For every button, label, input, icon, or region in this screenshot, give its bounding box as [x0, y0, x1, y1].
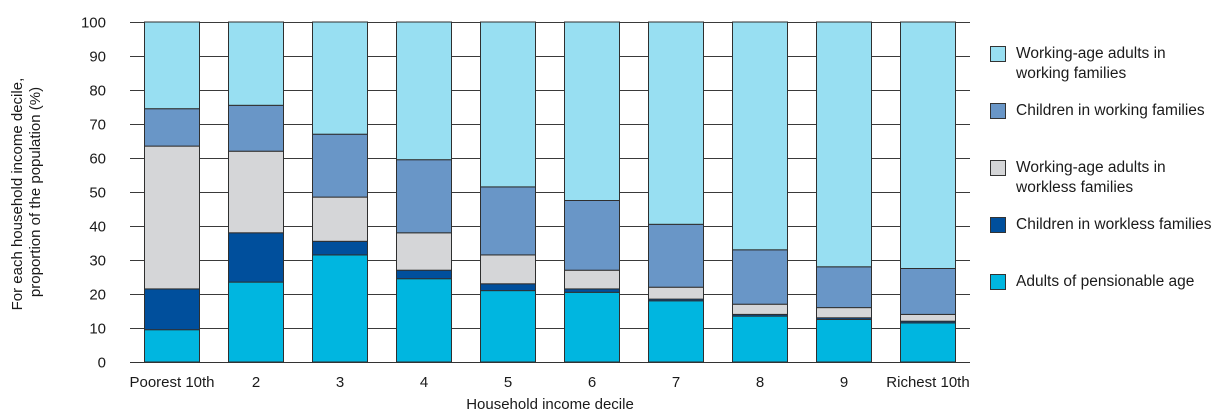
bar-segment [732, 21, 788, 251]
bar-segment [312, 133, 368, 198]
bar-segment [816, 319, 872, 363]
bar-segment [816, 266, 872, 309]
legend-item: Adults of pensionable age [990, 272, 1210, 329]
y-tick-label: 80 [89, 83, 106, 100]
x-tick-label: 2 [252, 374, 260, 391]
bar-segment [564, 291, 620, 363]
bar-segment [228, 150, 284, 234]
y-tick-label: 0 [98, 355, 106, 372]
x-tick-label: 3 [336, 374, 344, 391]
y-axis-title: For each household income decile, propor… [9, 74, 44, 311]
bar-segment [144, 329, 200, 363]
bar-segment [480, 290, 536, 363]
bar-segment [648, 300, 704, 363]
legend-label: Adults of pensionable age [1016, 273, 1195, 290]
bar-segment [480, 186, 536, 256]
x-tick-label: 5 [504, 374, 512, 391]
bar-segment [396, 232, 452, 271]
x-axis-title: Household income decile [466, 396, 634, 413]
bar-segment [144, 108, 200, 147]
bar-segment [564, 200, 620, 271]
bar-segment [228, 232, 284, 283]
y-tick-labels: 0 10 20 30 40 50 60 70 80 90 100 [81, 15, 106, 372]
bar-segment [564, 288, 620, 293]
y-tick-label: 30 [89, 253, 106, 270]
bar-segment [816, 307, 872, 319]
bar-segment [564, 269, 620, 290]
bar-segment [144, 21, 200, 110]
bar-segment [228, 281, 284, 363]
bar-segment [732, 249, 788, 305]
bar-segment [648, 223, 704, 288]
bar-segment [648, 286, 704, 300]
y-tick-label: 70 [89, 117, 106, 134]
x-tick-label: 4 [420, 374, 428, 391]
bar-segment [396, 278, 452, 363]
legend-swatch [990, 160, 1006, 176]
bar-segment [900, 21, 956, 269]
x-tick-label: 7 [672, 374, 680, 391]
legend-swatch [990, 103, 1006, 119]
bar-segment [900, 268, 956, 315]
legend-swatch [990, 46, 1006, 62]
legend-item: Working-age adults in workless families [990, 158, 1210, 215]
y-tick-label: 20 [89, 287, 106, 304]
legend-swatch [990, 274, 1006, 290]
bar-segment [144, 145, 200, 290]
y-tick-label: 50 [89, 185, 106, 202]
bar-segment [480, 283, 536, 292]
y-tick-label: 60 [89, 151, 106, 168]
bar-segment [564, 21, 620, 201]
legend-label: Working-age adults in working families [1016, 45, 1166, 82]
bar-segment [648, 21, 704, 225]
bar-segment [900, 313, 956, 322]
y-axis-title-line-2: proportion of the population (%) [27, 87, 44, 297]
bar-segment [480, 254, 536, 285]
bar-segment [228, 104, 284, 152]
bar-segment [396, 21, 452, 161]
legend-label: Children in working families [1016, 102, 1205, 119]
legend-item: Working-age adults in working families [990, 44, 1210, 101]
bar-segment [312, 254, 368, 363]
bar-segment [732, 315, 788, 363]
legend-swatch [990, 217, 1006, 233]
x-tick-labels: Poorest 10th 2 3 4 5 6 7 8 9 Richest 10th [129, 374, 969, 391]
bar-segment [396, 269, 452, 280]
legend-item: Children in workless families [990, 215, 1211, 272]
legend-label: Children in workless families [1016, 216, 1211, 233]
bar-segment [816, 21, 872, 268]
legend-item: Children in working families [990, 101, 1210, 158]
bar-segment [312, 196, 368, 242]
bar-segment [312, 240, 368, 256]
legend-label: Working-age adults in workless families [1016, 159, 1166, 196]
bar-segment [228, 21, 284, 106]
y-axis-title-line-1: For each household income decile, [9, 78, 26, 311]
bar-segment [396, 159, 452, 234]
bar-segment [312, 21, 368, 135]
y-tick-label: 10 [89, 321, 106, 338]
bar-segment [144, 288, 200, 331]
x-tick-label: Richest 10th [886, 374, 969, 391]
y-tick-label: 40 [89, 219, 106, 236]
bar-segment [732, 303, 788, 315]
bar-segment [480, 21, 536, 188]
x-tick-label: 9 [840, 374, 848, 391]
bar-segment [900, 322, 956, 363]
bars [144, 21, 956, 363]
x-tick-label: Poorest 10th [129, 374, 214, 391]
x-tick-label: 8 [756, 374, 764, 391]
y-tick-label: 100 [81, 15, 106, 32]
x-tick-label: 6 [588, 374, 596, 391]
y-tick-label: 90 [89, 49, 106, 66]
legend: Working-age adults in working families Ch… [990, 44, 1211, 329]
